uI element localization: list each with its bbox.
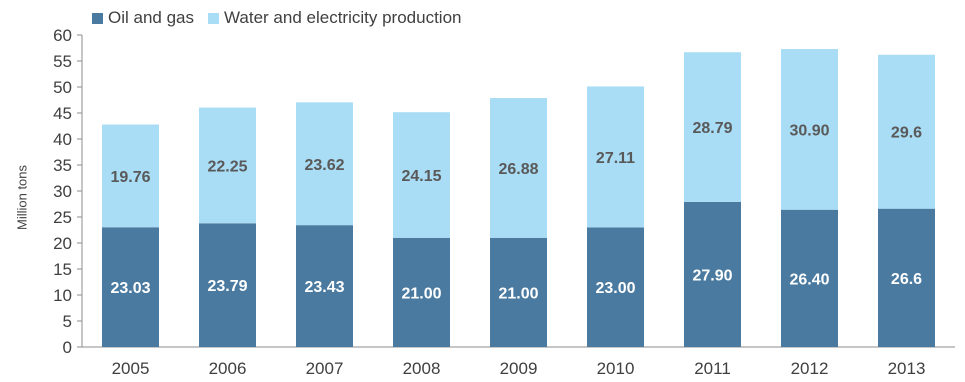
bar-water-electricity-2006 [199,107,256,224]
y-tick-label: 10 [53,286,72,305]
legend-label-oil-gas: Oil and gas [108,8,194,27]
data-label-water-electricity-2012: 30.90 [789,122,829,139]
data-label-water-electricity-2011: 28.79 [692,120,732,137]
y-tick-label: 25 [53,208,72,227]
legend-item-water-electricity: Water and electricity production [208,8,461,28]
y-tick-label: 35 [53,156,72,175]
bar-water-electricity-2007 [296,102,353,226]
legend-swatch-water-electricity [208,12,219,24]
bar-oil-gas-2012 [781,209,838,347]
bar-oil-gas-2013 [878,208,935,347]
bar-oil-gas-2008 [393,237,450,347]
x-tick-label: 2011 [694,359,731,378]
data-label-oil-gas-2012: 26.40 [789,271,829,288]
y-tick-label: 55 [53,52,72,71]
bar-oil-gas-2006 [199,223,256,347]
data-label-oil-gas-2005: 23.03 [110,280,150,297]
data-label-water-electricity-2009: 26.88 [498,161,538,178]
y-tick-label: 20 [53,234,72,253]
data-label-oil-gas-2009: 21.00 [498,285,538,302]
y-tick-label: 30 [53,182,72,201]
bar-oil-gas-2007 [296,225,353,347]
y-tick-label: 45 [53,104,72,123]
data-label-oil-gas-2006: 23.79 [207,278,247,295]
data-label-oil-gas-2010: 23.00 [595,280,635,297]
x-tick-label: 2010 [597,359,635,378]
y-tick-label: 50 [53,78,72,97]
legend-item-oil-gas: Oil and gas [92,8,194,28]
x-tick-label: 2013 [888,359,926,378]
y-tick-label: 0 [63,338,72,357]
bar-water-electricity-2010 [587,86,644,228]
bar-water-electricity-2011 [684,52,741,202]
bar-water-electricity-2009 [490,98,547,238]
bar-water-electricity-2012 [781,49,838,210]
data-label-water-electricity-2010: 27.11 [596,150,635,167]
data-label-oil-gas-2008: 21.00 [401,285,441,302]
data-label-water-electricity-2008: 24.15 [401,168,441,185]
legend: Oil and gas Water and electricity produc… [92,8,475,28]
x-tick-label: 2012 [791,359,829,378]
y-tick-label: 5 [63,312,72,331]
data-label-water-electricity-2007: 23.62 [304,157,344,174]
bar-oil-gas-2010 [587,227,644,347]
y-tick-label: 60 [53,26,72,45]
x-tick-label: 2009 [500,359,538,378]
bar-oil-gas-2005 [102,227,159,347]
data-label-oil-gas-2013: 26.6 [891,271,922,288]
data-label-water-electricity-2013: 29.6 [891,125,922,142]
bar-water-electricity-2008 [393,112,450,238]
y-tick-label: 40 [53,130,72,149]
bar-water-electricity-2005 [102,124,159,228]
bar-water-electricity-2013 [878,54,935,209]
bar-oil-gas-2011 [684,201,741,347]
data-label-water-electricity-2006: 22.25 [207,158,247,175]
data-label-water-electricity-2005: 19.76 [110,169,150,186]
x-tick-label: 2005 [112,359,150,378]
bar-oil-gas-2009 [490,237,547,347]
x-tick-label: 2008 [403,359,441,378]
legend-label-water-electricity: Water and electricity production [224,8,462,27]
data-label-oil-gas-2011: 27.90 [692,267,732,284]
x-tick-label: 2007 [306,359,344,378]
data-label-oil-gas-2007: 23.43 [304,279,344,296]
legend-swatch-oil-gas [92,12,103,24]
x-tick-label: 2006 [209,359,247,378]
y-tick-label: 15 [53,260,72,279]
